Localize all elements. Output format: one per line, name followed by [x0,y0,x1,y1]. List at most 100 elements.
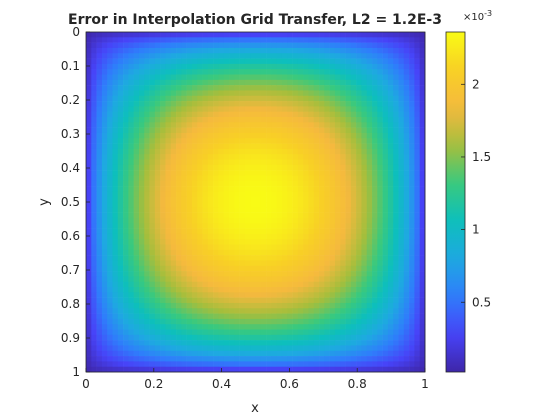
heatmap-cell [350,101,357,107]
heatmap-cell [356,249,362,256]
heatmap-cell [107,239,113,245]
heatmap-cell [144,228,150,235]
heatmap-cell [324,85,330,91]
heatmap-cell [186,228,193,235]
heatmap-cell [393,228,399,235]
heatmap-cell [281,122,288,128]
heatmap-cell [165,143,172,150]
heatmap-cell [334,37,341,43]
heatmap-cell [112,180,119,187]
heatmap-cell [329,106,336,112]
heatmap-cell [260,318,267,325]
heatmap-cell [382,117,389,123]
heatmap-cell [345,281,352,288]
heatmap-cell [393,223,399,229]
heatmap-cell [191,228,198,235]
heatmap-cell [409,164,415,171]
heatmap-cell [138,308,145,314]
heatmap-cell [197,217,203,224]
heatmap-cell [154,47,161,54]
heatmap-cell [101,308,108,314]
heatmap-cell [128,271,134,277]
heatmap-cell [101,361,108,367]
heatmap-cell [377,63,383,70]
heatmap-cell [409,366,415,373]
heatmap-cell [292,249,299,256]
heatmap-cell [403,196,410,203]
heatmap-cell [287,127,293,134]
heatmap-cell [255,249,262,256]
heatmap-cell [101,366,108,373]
heatmap-cell [281,159,288,166]
heatmap-cell [239,37,246,43]
heatmap-cell [334,106,341,112]
heatmap-cell [382,127,389,134]
heatmap-cell [292,143,299,150]
heatmap-cell [361,334,368,341]
heatmap-cell [403,318,410,325]
heatmap-cell [176,281,182,288]
heatmap-cell [160,233,166,240]
heatmap-cell [329,42,336,49]
heatmap-cell [117,302,124,309]
heatmap-cell [250,207,256,213]
heatmap-cell [387,356,394,362]
heatmap-cell [181,292,187,298]
heatmap-cell [112,117,119,123]
heatmap-cell [303,276,309,282]
heatmap-cell [382,186,389,192]
heatmap-cell [287,170,293,176]
heatmap-cell [86,361,92,367]
heatmap-cell [382,302,389,309]
heatmap-cell [176,297,182,304]
heatmap-cell [319,334,325,341]
heatmap-cell [340,164,346,171]
heatmap-cell [313,180,320,187]
heatmap-cell [112,69,119,75]
heatmap-cell [144,345,150,352]
heatmap-cell [308,260,315,267]
heatmap-cell [86,138,92,144]
heatmap-cell [403,154,410,160]
heatmap-cell [356,42,362,49]
heatmap-cell [260,79,267,86]
heatmap-cell [329,53,336,59]
heatmap-cell [186,138,193,144]
heatmap-cell [414,37,421,43]
heatmap-cell [271,244,277,251]
heatmap-cell [356,271,362,277]
heatmap-cell [313,366,320,373]
heatmap-cell [239,42,246,49]
heatmap-cell [414,292,421,298]
heatmap-cell [313,164,320,171]
heatmap-cell [165,170,172,176]
heatmap-cell [197,53,203,59]
heatmap-cell [329,366,336,373]
heatmap-cell [308,74,315,81]
heatmap-cell [329,308,336,314]
heatmap-cell [154,69,161,75]
heatmap-cell [303,340,309,346]
heatmap-cell [266,207,272,213]
heatmap-cell [403,58,410,65]
heatmap-cell [128,292,134,298]
heatmap-cell [308,313,315,320]
heatmap-cell [250,366,256,373]
heatmap-cell [319,361,325,367]
heatmap-cell [292,297,299,304]
heatmap-cell [393,329,399,336]
heatmap-cell [197,90,203,97]
heatmap-cell [170,366,177,373]
heatmap-cell [176,244,182,251]
heatmap-cell [123,69,129,75]
heatmap-cell [101,260,108,267]
heatmap-cell [319,329,325,336]
heatmap-cell [170,69,177,75]
heatmap-cell [271,340,277,346]
heatmap-cell [244,127,251,134]
heatmap-cell [239,334,246,341]
heatmap-cell [377,47,383,54]
heatmap-cell [361,207,368,213]
heatmap-cell [345,154,352,160]
heatmap-cell [186,37,193,43]
